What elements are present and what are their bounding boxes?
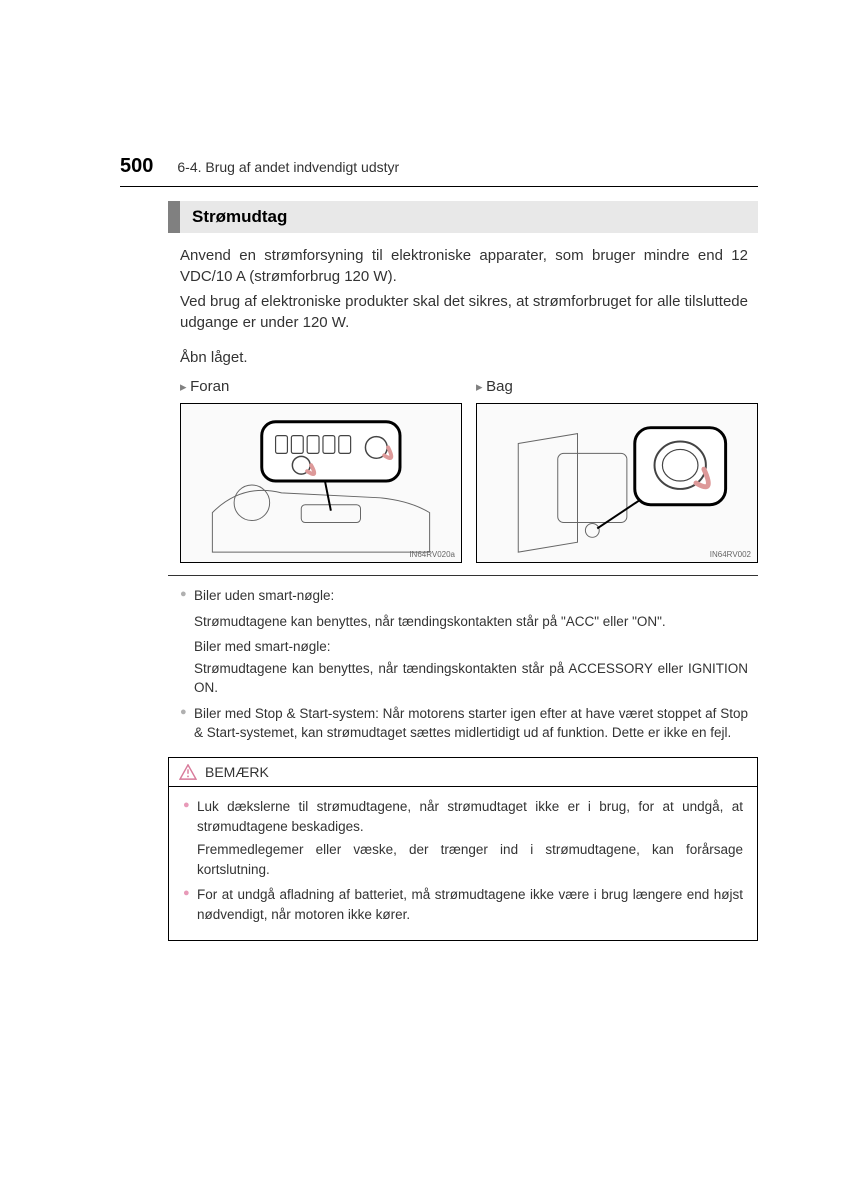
- note-1-title: Biler uden smart-nøgle:: [180, 586, 748, 606]
- intro-paragraph-3: Åbn låget.: [180, 347, 748, 368]
- breadcrumb: 6-4. Brug af andet indvendigt udstyr: [177, 159, 399, 175]
- page-header: 500 6-4. Brug af andet indvendigt udstyr: [120, 155, 758, 187]
- notice-box: BEMÆRK Luk dækslerne til strømudtagene, …: [168, 757, 758, 941]
- figure-front-image: IN64RV020a: [180, 403, 462, 563]
- section-title: Strømudtag: [168, 201, 758, 233]
- page-container: 500 6-4. Brug af andet indvendigt udstyr…: [0, 0, 848, 1001]
- figure-front: Foran: [180, 378, 462, 563]
- notes-block: Biler uden smart-nøgle: Strømudtagene ka…: [180, 586, 748, 743]
- figure-front-id: IN64RV020a: [409, 550, 455, 559]
- intro-paragraph-1: Anvend en strømforsyning til elektronisk…: [180, 245, 748, 287]
- figure-front-label: Foran: [180, 378, 462, 395]
- notice-header: BEMÆRK: [169, 758, 757, 787]
- figure-rear-label: Bag: [476, 378, 758, 395]
- console-schematic-icon: [477, 404, 757, 562]
- note-3: Biler med Stop & Start-system: Når motor…: [180, 704, 748, 743]
- note-2-title: Biler med smart-nøgle:: [180, 637, 748, 657]
- intro-paragraph-2: Ved brug af elektroniske produkter skal …: [180, 291, 748, 333]
- note-1-body: Strømudtagene kan benyttes, når tændings…: [180, 612, 748, 632]
- note-2-body: Strømudtagene kan benyttes, når tændings…: [180, 659, 748, 698]
- figure-rear-id: IN64RV002: [710, 550, 751, 559]
- figure-row: Foran: [180, 378, 758, 563]
- notice-bullet-1: Luk dækslerne til strømudtagene, når str…: [183, 797, 743, 836]
- notice-bullet-2: For at undgå afladning af batteriet, må …: [183, 885, 743, 924]
- figure-rear: Bag IN64RV002: [476, 378, 758, 563]
- warning-triangle-icon: [179, 764, 197, 780]
- figure-rear-image: IN64RV002: [476, 403, 758, 563]
- divider: [168, 575, 758, 576]
- dashboard-schematic-icon: [181, 404, 461, 562]
- notice-body: Luk dækslerne til strømudtagene, når str…: [169, 787, 757, 940]
- notice-heading: BEMÆRK: [205, 764, 269, 780]
- notice-bullet-1-cont: Fremmedlegemer eller væske, der trænger …: [183, 840, 743, 879]
- page-number: 500: [120, 155, 153, 178]
